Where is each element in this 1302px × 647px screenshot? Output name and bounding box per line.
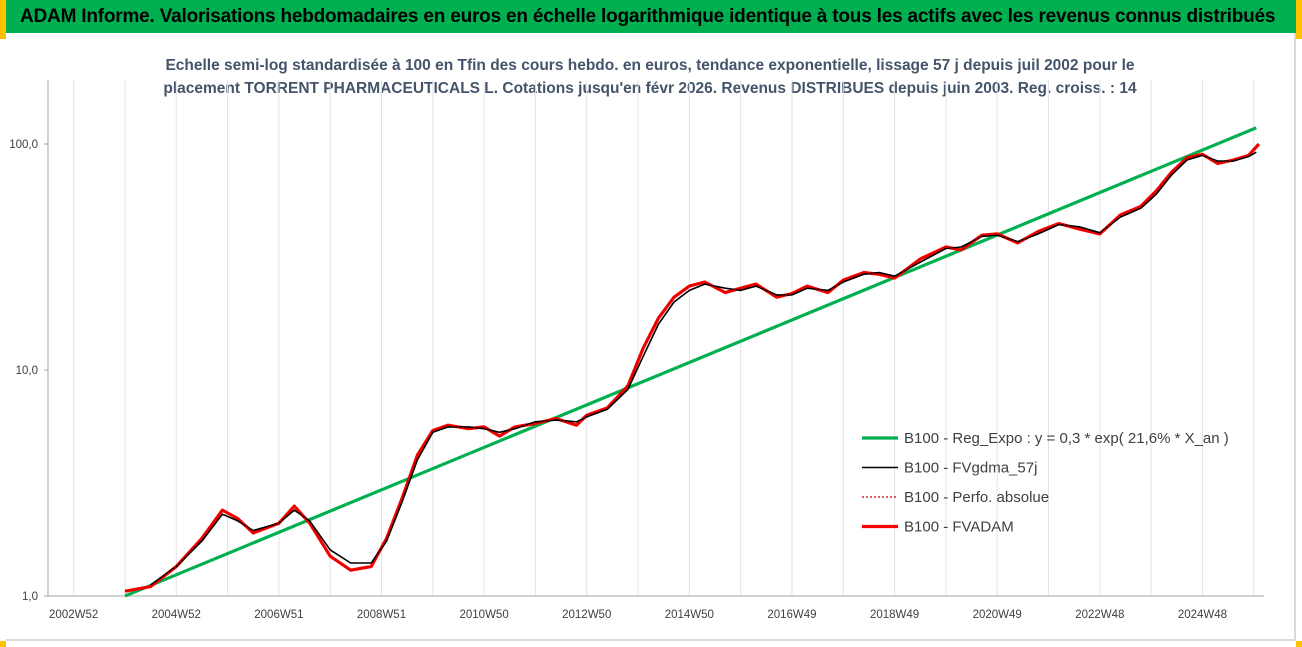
header-title: ADAM Informe. Valorisations hebdomadaire…: [20, 6, 1276, 27]
x-tick-label: 2004W52: [152, 609, 201, 621]
x-tick-label: 2012W50: [562, 609, 611, 621]
header-bar: ADAM Informe. Valorisations hebdomadaire…: [0, 0, 1302, 33]
corner-marker-bottom-right: [1296, 641, 1302, 647]
x-tick-label: 2022W48: [1075, 609, 1124, 621]
x-tick-label: 2010W50: [460, 609, 509, 621]
y-tick-label: 100,0: [9, 139, 38, 151]
chart-subtitle-line-2: placement TORRENT PHARMACEUTICALS L. Cot…: [163, 80, 1137, 97]
x-tick-label: 2008W51: [357, 609, 406, 621]
corner-marker-right: [1296, 33, 1302, 39]
x-tick-label: 2018W49: [870, 609, 919, 621]
x-tick-label: 2002W52: [49, 609, 98, 621]
x-tick-label: 2014W50: [665, 609, 714, 621]
series-line-3: [124, 142, 1261, 593]
legend-entry-3: B100 - FVADAM: [904, 519, 1014, 536]
chart-frame: [6, 33, 1296, 641]
y-tick-label: 1,0: [22, 591, 38, 603]
legend-entry-0: B100 - Reg_Expo : y = 0,3 * exp( 21,6% *…: [904, 430, 1229, 447]
x-tick-label: 2020W49: [973, 609, 1022, 621]
series-line-1: [150, 151, 1257, 586]
legend-entry-1: B100 - FVgdma_57j: [904, 460, 1037, 477]
x-tick-label: 2024W48: [1178, 609, 1227, 621]
legend-entry-2: B100 - Perfo. absolue: [904, 489, 1049, 506]
corner-marker-left: [0, 33, 6, 39]
series-line-0: [124, 126, 1257, 598]
x-tick-label: 2006W51: [254, 609, 303, 621]
y-tick-label: 10,0: [16, 365, 38, 377]
x-tick-label: 2016W49: [767, 609, 816, 621]
chart-subtitle-line-1: Echelle semi-log standardisée à 100 en T…: [165, 57, 1135, 74]
corner-marker-bottom-left: [0, 641, 6, 647]
